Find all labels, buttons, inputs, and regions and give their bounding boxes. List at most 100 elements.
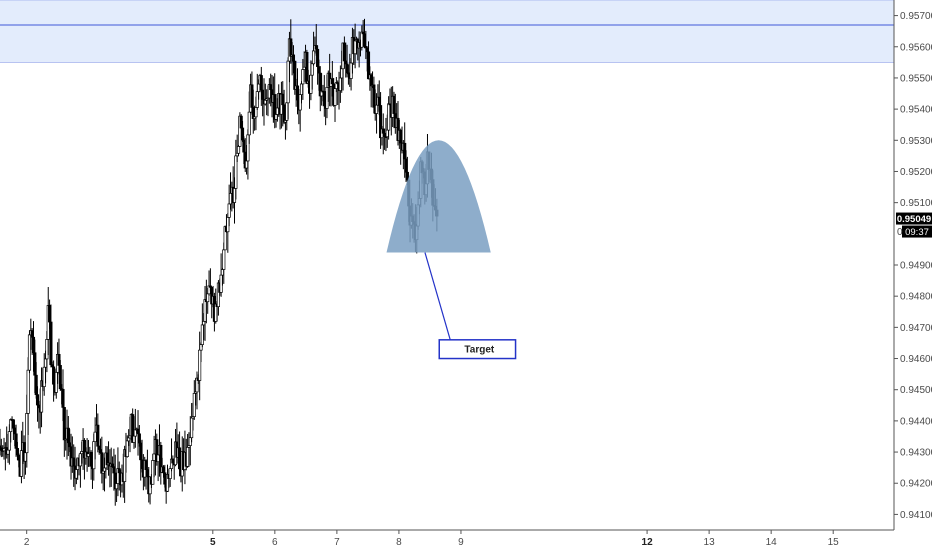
candle-body [219,274,223,293]
candle-body [115,483,119,490]
target-box [438,339,517,360]
candle-body [66,427,70,444]
candle-body [7,431,11,451]
candle-body [220,269,225,276]
price-labels: 0.95049 09:370 [896,212,932,238]
candle-body [27,334,32,371]
candle-body [200,324,204,345]
candles-layer [0,18,439,506]
pattern-layer: Target [386,140,517,360]
candle-body [295,85,300,101]
candle-body [132,435,136,443]
candle-body [127,437,131,442]
candle-body [168,468,172,479]
candle-body [259,75,263,91]
candle-body [136,428,140,435]
candle-body [178,447,182,470]
candle-body [117,468,121,474]
candle-body [325,86,329,109]
candle-body [254,107,258,118]
candle-body [26,369,30,414]
price-label-zero: 0 [897,227,903,238]
candle-body [239,115,243,129]
x-tick-label: 14 [766,537,778,548]
countdown-label-bg [902,225,932,238]
candle-body [96,424,100,447]
candle-body [11,419,15,429]
candle-body [403,142,407,160]
candle-body [362,33,367,47]
candle-body [349,62,353,79]
candle-body [345,63,349,74]
candle-body [275,107,279,115]
candle-body [261,89,265,100]
candle-body [202,320,206,326]
candle-body [399,129,403,144]
candle-body [291,54,296,62]
candle-body [293,60,297,90]
candle-body [222,249,226,270]
candle-body [305,51,309,84]
pattern-arc [386,140,491,253]
candle-body [269,84,273,91]
candle-body [235,152,239,157]
candle-body [190,417,194,439]
candle-body [19,450,23,477]
candle-body [52,366,56,385]
candle-body [54,371,58,393]
candle-body [192,392,196,417]
candle-body [234,155,238,189]
candle-body [100,452,104,474]
candle-body [199,344,203,351]
candle-body [309,74,313,94]
candle-body [206,293,210,303]
candle-body [6,449,10,455]
candle-body [227,203,231,218]
candle-body [30,330,34,338]
candle-body [0,447,3,451]
candle-body [383,132,387,138]
candle-body [34,374,38,395]
candle-body [333,88,337,106]
candle-body [57,353,61,366]
candle-body [289,38,293,57]
candle-body [330,78,334,85]
candle-body [387,103,391,131]
candle-body [365,47,369,53]
candle-body [282,104,286,123]
candle-body [188,437,192,446]
candle-body [316,48,320,67]
candle-body [156,454,160,463]
candle-body [37,404,41,409]
candle-body [13,427,17,435]
candle-body [161,466,166,474]
candle-body [317,66,321,74]
candle-body [281,93,285,106]
candle-body [360,31,364,48]
candle-body [42,366,46,387]
candle-body [61,388,65,408]
candle-body [97,445,101,450]
candle-body [62,407,66,441]
candle-body [33,352,37,376]
candle-body [298,94,302,111]
x-tick-label: 8 [396,537,402,548]
candle-body [48,305,52,323]
candle-body [171,458,175,464]
candle-body [228,192,233,205]
candle-body [186,446,190,467]
target-arrow-line [424,252,456,356]
candle-body [338,77,342,91]
candle-body [111,463,115,468]
x-tick-label: 9 [458,537,464,548]
candle-body [301,69,305,85]
